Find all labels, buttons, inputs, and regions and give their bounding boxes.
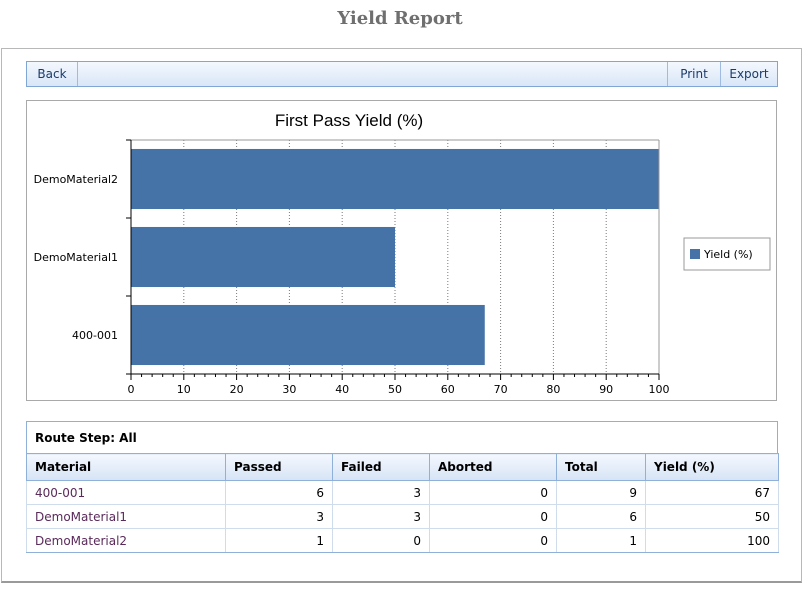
cell-yield: 100: [645, 528, 779, 553]
cell-total: 6: [556, 504, 646, 529]
cell-aborted: 0: [429, 480, 557, 505]
chart-title: First Pass Yield (%): [275, 111, 423, 130]
x-tick-label: 10: [177, 383, 191, 396]
cell-passed: 1: [225, 528, 333, 553]
category-label: DemoMaterial1: [34, 251, 118, 264]
cell-failed: 3: [332, 480, 430, 505]
x-tick-label: 20: [230, 383, 244, 396]
toolbar: Back Print Export: [26, 61, 778, 87]
col-passed[interactable]: Passed: [225, 453, 333, 481]
x-tick-label: 40: [335, 383, 349, 396]
table-row: 400-001 6 3 0 9 67: [26, 480, 779, 505]
x-tick-label: 80: [546, 383, 560, 396]
x-tick-label: 50: [388, 383, 402, 396]
route-step-label: Route Step: All: [26, 421, 778, 453]
back-button[interactable]: Back: [27, 62, 78, 86]
x-tick-label: 60: [441, 383, 455, 396]
cell-yield: 50: [645, 504, 779, 529]
cell-passed: 3: [225, 504, 333, 529]
bar[interactable]: [131, 148, 659, 210]
col-aborted[interactable]: Aborted: [429, 453, 557, 481]
category-label: 400-001: [72, 329, 118, 342]
cell-material: 400-001: [26, 480, 226, 505]
report-frame: [1, 48, 802, 583]
col-material[interactable]: Material: [26, 453, 226, 481]
cell-material: DemoMaterial2: [26, 528, 226, 553]
cell-failed: 0: [332, 528, 430, 553]
table-row: DemoMaterial2 1 0 0 1 100: [26, 528, 779, 553]
cell-total: 1: [556, 528, 646, 553]
yield-bar-chart: First Pass Yield (%) DemoMaterial2 DemoMa…: [34, 111, 771, 396]
col-total[interactable]: Total: [556, 453, 646, 481]
export-button[interactable]: Export: [729, 67, 769, 81]
legend-label: Yield (%): [703, 248, 753, 261]
cell-failed: 3: [332, 504, 430, 529]
cell-total: 9: [556, 480, 646, 505]
col-failed[interactable]: Failed: [332, 453, 430, 481]
cell-aborted: 0: [429, 504, 557, 529]
x-tick-label: 90: [599, 383, 613, 396]
bar[interactable]: [131, 226, 395, 288]
cell-yield: 67: [645, 480, 779, 505]
x-tick-label: 100: [649, 383, 670, 396]
col-yield[interactable]: Yield (%): [645, 453, 779, 481]
chart-legend: Yield (%): [683, 237, 771, 271]
yield-table: Material Passed Failed Aborted Total Yie…: [26, 453, 779, 553]
legend-swatch: [690, 249, 700, 259]
x-tick-label: 0: [128, 383, 135, 396]
table-header-row: Material Passed Failed Aborted Total Yie…: [26, 453, 779, 481]
table-row: DemoMaterial1 3 3 0 6 50: [26, 504, 779, 529]
cell-passed: 6: [225, 480, 333, 505]
cell-material: DemoMaterial1: [26, 504, 226, 529]
cell-aborted: 0: [429, 528, 557, 553]
bar[interactable]: [131, 304, 485, 366]
x-tick-label: 70: [494, 383, 508, 396]
category-label: DemoMaterial2: [34, 173, 118, 186]
print-button[interactable]: Print: [667, 62, 721, 86]
chart-panel: First Pass Yield (%) DemoMaterial2 DemoMa…: [26, 100, 777, 401]
x-tick-label: 30: [282, 383, 296, 396]
page-title: Yield Report: [337, 8, 463, 29]
